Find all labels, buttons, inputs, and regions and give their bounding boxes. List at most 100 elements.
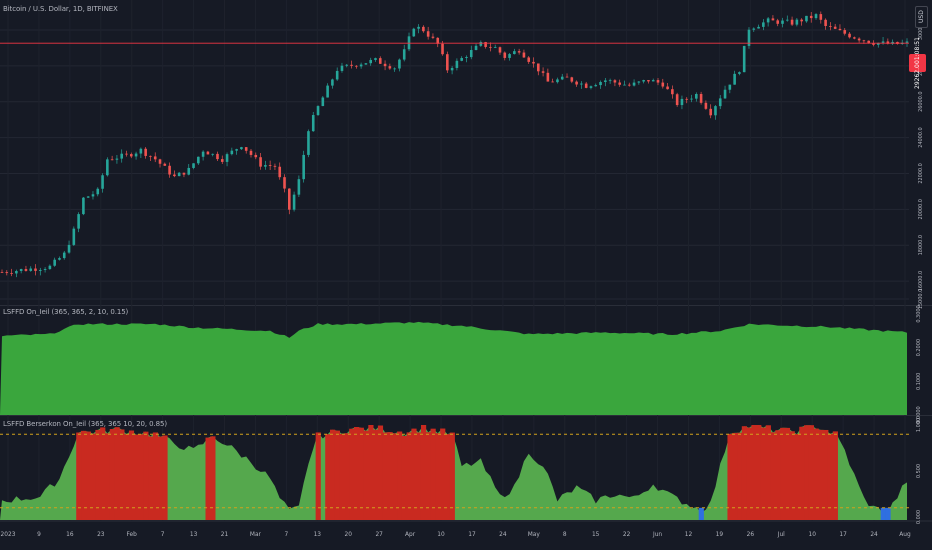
high-signal-bar <box>392 433 398 520</box>
candle-body <box>881 41 885 43</box>
candle-body <box>321 97 325 107</box>
indicator1-title[interactable]: LSFFD On_Ieil (365, 365, 2, 10, 0.15) <box>3 308 129 316</box>
candle-body <box>627 84 631 86</box>
candle-body <box>551 81 554 83</box>
high-signal-bar <box>148 436 154 520</box>
candle-body <box>149 155 152 157</box>
last-price-value: 29262.0 <box>914 64 921 90</box>
candle-body <box>532 61 535 64</box>
candle-body <box>733 73 736 85</box>
candle-body <box>661 82 665 87</box>
candle-body <box>853 37 856 39</box>
candle-body <box>316 106 320 116</box>
time-axis-label: Feb <box>127 530 138 538</box>
high-signal-bar <box>440 428 446 520</box>
candle-body <box>647 80 650 82</box>
candle-body <box>450 67 454 71</box>
time-axis-label: 10 <box>437 530 445 538</box>
high-signal-bar <box>449 432 455 520</box>
candle-body <box>498 47 502 53</box>
candle-body <box>738 72 741 74</box>
candle-body <box>139 148 143 154</box>
candle-body <box>62 252 66 259</box>
candle-body <box>10 273 13 274</box>
candle-body <box>580 83 583 85</box>
candle-body <box>67 244 71 253</box>
high-signal-bar <box>784 427 791 520</box>
candle-body <box>651 80 655 82</box>
candle-body <box>819 14 823 20</box>
high-signal-bar <box>104 433 111 520</box>
candle-body <box>302 154 305 180</box>
candle-body <box>383 63 387 67</box>
high-signal-bar <box>799 426 805 520</box>
candle-body <box>723 89 727 99</box>
candle-body <box>436 37 440 44</box>
candle-body <box>805 15 808 22</box>
candle-body <box>838 28 842 31</box>
time-axis-label: 24 <box>870 530 878 538</box>
candle-body <box>350 64 353 66</box>
high-signal-bar <box>368 425 374 520</box>
candle-body <box>422 26 425 32</box>
candle-body <box>48 265 52 270</box>
time-axis-label: 24 <box>499 530 507 538</box>
candle-body <box>86 196 90 198</box>
last-price-tag: 29262.0 01:08:51 <box>909 37 926 89</box>
high-signal-bar <box>818 429 824 520</box>
candle-body <box>216 153 219 160</box>
candle-body <box>402 49 406 60</box>
high-signal-bar <box>420 425 427 520</box>
candle-body <box>642 80 645 82</box>
candle-body <box>355 65 358 67</box>
candle-body <box>326 85 329 98</box>
candle-body <box>876 42 880 45</box>
candle-body <box>728 84 732 90</box>
candle-body <box>225 154 229 162</box>
candle-body <box>364 63 368 65</box>
candle-body <box>197 156 200 164</box>
candle-body <box>441 43 444 55</box>
high-signal-bar <box>789 431 795 520</box>
candle-body <box>163 163 167 166</box>
high-signal-bar <box>775 430 781 520</box>
candle-body <box>704 102 708 109</box>
candle-body <box>110 159 114 161</box>
candle-body <box>460 58 463 61</box>
high-signal-bar <box>751 425 757 520</box>
candle-body <box>905 41 909 43</box>
candle-body <box>96 188 100 195</box>
high-signal-bar <box>124 434 130 520</box>
candle-body <box>584 83 588 88</box>
candle-body <box>340 65 344 71</box>
candle-body <box>192 163 195 168</box>
indicator2-title[interactable]: LSFFD Berserkon On_Ieil (365, 365 10, 20… <box>3 420 167 428</box>
high-signal-bar <box>401 435 408 520</box>
candle-body <box>800 19 803 22</box>
candle-body <box>857 38 861 41</box>
candle-body <box>417 26 420 29</box>
candle-body <box>369 59 373 64</box>
candle-body <box>455 60 459 68</box>
high-signal-bar <box>363 430 369 520</box>
candle-body <box>144 148 147 156</box>
candle-body <box>536 63 540 72</box>
candle-body <box>695 93 698 99</box>
candle-body <box>493 47 497 49</box>
candle-body <box>297 179 301 195</box>
candle-body <box>762 22 765 27</box>
high-signal-bar <box>76 432 82 520</box>
time-axis-label: Mar <box>250 530 262 538</box>
high-signal-bar <box>85 431 91 520</box>
symbol-title[interactable]: Bitcoin / U.S. Dollar, 1D, BITFINEX <box>3 5 118 13</box>
high-signal-bar <box>813 428 819 520</box>
currency-button[interactable]: USD <box>915 6 928 28</box>
high-signal-bar <box>152 432 159 520</box>
candle-body <box>795 19 799 25</box>
high-signal-bar <box>100 427 106 520</box>
time-axis-label: 9 <box>37 530 41 538</box>
candle-body <box>714 106 717 116</box>
time-axis-label: Apr <box>405 530 416 538</box>
time-axis-label: 21 <box>221 530 229 538</box>
